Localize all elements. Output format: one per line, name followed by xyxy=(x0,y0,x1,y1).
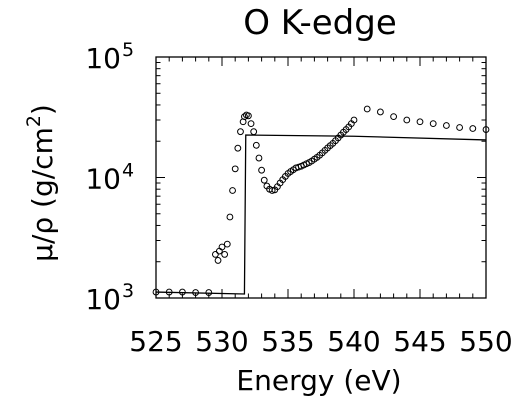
series-layer xyxy=(152,105,490,296)
data-point xyxy=(234,144,242,152)
data-point xyxy=(214,257,222,264)
data-point xyxy=(245,112,252,120)
y-axis-title-base: μ/ρ (g/cm xyxy=(26,127,59,262)
data-point xyxy=(260,176,268,184)
y-tick-label: 10 xyxy=(85,163,121,196)
x-tick-label: 535 xyxy=(261,325,314,358)
y-axis-title: μ/ρ (g/cm2) xyxy=(23,104,59,262)
data-point xyxy=(456,124,464,131)
y-tick-exponent: 3 xyxy=(122,280,134,302)
data-point xyxy=(179,288,186,296)
y-tick-label: 10 xyxy=(85,283,121,316)
y-tick-exponent: 5 xyxy=(122,39,134,61)
data-point xyxy=(212,251,219,258)
x-tick-label: 540 xyxy=(327,325,380,358)
y-axis-title-end: ) xyxy=(26,104,59,115)
data-point xyxy=(390,113,398,121)
data-point xyxy=(165,288,173,296)
data-point xyxy=(255,154,263,162)
data-point xyxy=(363,105,371,113)
data-point xyxy=(223,240,231,248)
data-point xyxy=(229,187,236,194)
data-point xyxy=(226,213,234,221)
y-tick-exponent: 4 xyxy=(122,160,134,182)
y-axis-title-sup: 2 xyxy=(23,115,45,127)
chart-title: O K-edge xyxy=(243,3,397,43)
data-point xyxy=(252,141,260,149)
data-point xyxy=(247,120,255,128)
data-point xyxy=(237,128,244,136)
data-point xyxy=(443,122,450,129)
x-tick-label: 550 xyxy=(459,325,512,358)
data-point xyxy=(268,187,276,194)
data-point xyxy=(258,166,266,174)
x-axis-title: Energy (eV) xyxy=(236,364,401,397)
svg-text:μ/ρ (g/cm2): μ/ρ (g/cm2) xyxy=(23,104,59,262)
x-tick-label: 530 xyxy=(195,325,248,358)
y-tick-label: 10 xyxy=(85,42,121,75)
data-point xyxy=(350,116,358,124)
data-point xyxy=(429,120,437,128)
data-point xyxy=(403,116,411,124)
data-point xyxy=(221,251,229,258)
axis-ticks xyxy=(155,56,487,299)
data-point xyxy=(218,243,226,251)
data-point xyxy=(469,125,477,132)
data-point xyxy=(231,165,239,173)
data-point xyxy=(416,118,424,126)
data-point xyxy=(205,289,213,296)
data-point xyxy=(250,128,258,136)
plot-frame xyxy=(155,56,487,299)
x-tick-labels: 525 530 535 540 545 550 xyxy=(129,325,512,358)
data-point xyxy=(241,113,248,121)
series-line xyxy=(155,134,487,295)
data-point xyxy=(192,289,200,296)
data-point xyxy=(377,108,384,116)
x-tick-label: 545 xyxy=(393,325,446,358)
x-tick-label: 525 xyxy=(129,325,182,358)
